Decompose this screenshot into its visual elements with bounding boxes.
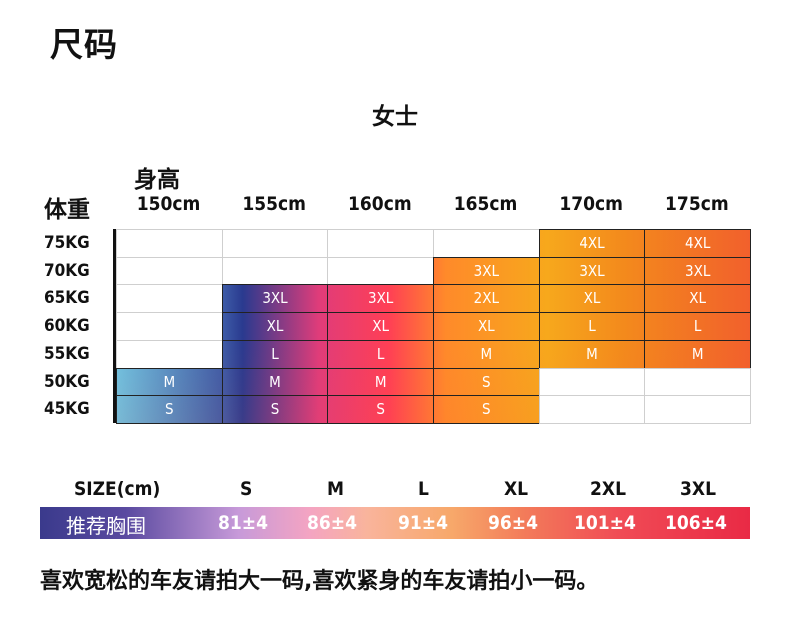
chest-value: 91±4 (398, 512, 449, 534)
weight-header: 60KG (44, 316, 90, 337)
chest-value: 96±4 (488, 512, 539, 534)
size-cell: M (433, 339, 540, 369)
size-cell: S (433, 367, 540, 397)
size-cell (116, 284, 223, 314)
size-cell (538, 367, 646, 397)
size-cell: S (327, 395, 434, 424)
size-cell: 4XL (644, 229, 751, 258)
height-axis-title: 身高 (134, 167, 180, 193)
size-label: XL (504, 478, 529, 500)
size-cell: L (327, 339, 434, 369)
size-label: 3XL (680, 478, 716, 500)
size-cell: 3XL (433, 256, 540, 286)
height-header: 175cm (665, 193, 729, 215)
weight-header: 65KG (44, 288, 90, 309)
size-cell: L (644, 312, 751, 341)
size-cell: 2XL (433, 284, 540, 314)
weight-header: 50KG (44, 371, 90, 392)
size-cell: M (644, 339, 751, 369)
size-cell: XL (327, 312, 434, 341)
chest-title: 推荐胸围 (66, 514, 146, 538)
chest-bar (40, 507, 750, 539)
chest-value: 101±4 (574, 512, 636, 534)
size-label: S (240, 478, 253, 500)
size-cell: L (221, 339, 329, 369)
section-title: 女士 (372, 104, 418, 130)
size-cell: M (116, 367, 223, 397)
size-cell (327, 229, 434, 258)
size-cell: 3XL (327, 284, 434, 314)
size-cell: M (327, 367, 434, 397)
size-cell: L (538, 312, 646, 341)
size-cell: XL (433, 312, 540, 341)
size-cell (644, 395, 751, 424)
weight-header: 55KG (44, 343, 90, 364)
height-header: 160cm (348, 193, 412, 215)
size-cell: 4XL (538, 229, 646, 258)
size-cell: S (433, 395, 540, 424)
size-cell (644, 367, 751, 397)
page-title: 尺码 (50, 25, 118, 64)
size-cell: 3XL (644, 256, 751, 286)
weight-axis-title: 体重 (44, 197, 90, 223)
size-cell (116, 312, 223, 341)
chest-value: 106±4 (665, 512, 727, 534)
height-header: 170cm (559, 193, 623, 215)
height-header: 165cm (453, 193, 518, 215)
size-cell: M (538, 339, 646, 369)
size-cell: M (221, 367, 329, 397)
size-cell (433, 229, 540, 258)
size-cell: 3XL (538, 256, 646, 286)
size-cell (116, 229, 223, 258)
size-cell (538, 395, 646, 424)
chest-value: 86±4 (307, 512, 358, 534)
size-cell (327, 256, 434, 286)
size-cell: S (221, 395, 329, 424)
size-cell: S (116, 395, 223, 424)
weight-header: 70KG (44, 260, 90, 281)
size-cell (221, 256, 329, 286)
size-row-title: SIZE(cm) (74, 478, 161, 500)
size-cell (116, 256, 223, 286)
size-cell (221, 229, 329, 258)
size-label: 2XL (590, 478, 626, 500)
size-label: M (327, 478, 345, 500)
grid-axis-bar (113, 229, 117, 423)
fit-note: 喜欢宽松的车友请拍大一码,喜欢紧身的车友请拍小一码。 (40, 569, 599, 594)
size-cell: XL (221, 312, 329, 341)
size-cell: XL (644, 284, 751, 314)
weight-header: 75KG (44, 233, 90, 253)
size-cell: XL (538, 284, 646, 314)
weight-header: 45KG (44, 399, 90, 420)
size-cell (116, 339, 223, 369)
size-label: L (418, 478, 429, 500)
height-header: 155cm (242, 193, 306, 215)
height-header: 150cm (136, 193, 201, 215)
size-cell: 3XL (221, 284, 329, 314)
chest-value: 81±4 (218, 512, 269, 534)
